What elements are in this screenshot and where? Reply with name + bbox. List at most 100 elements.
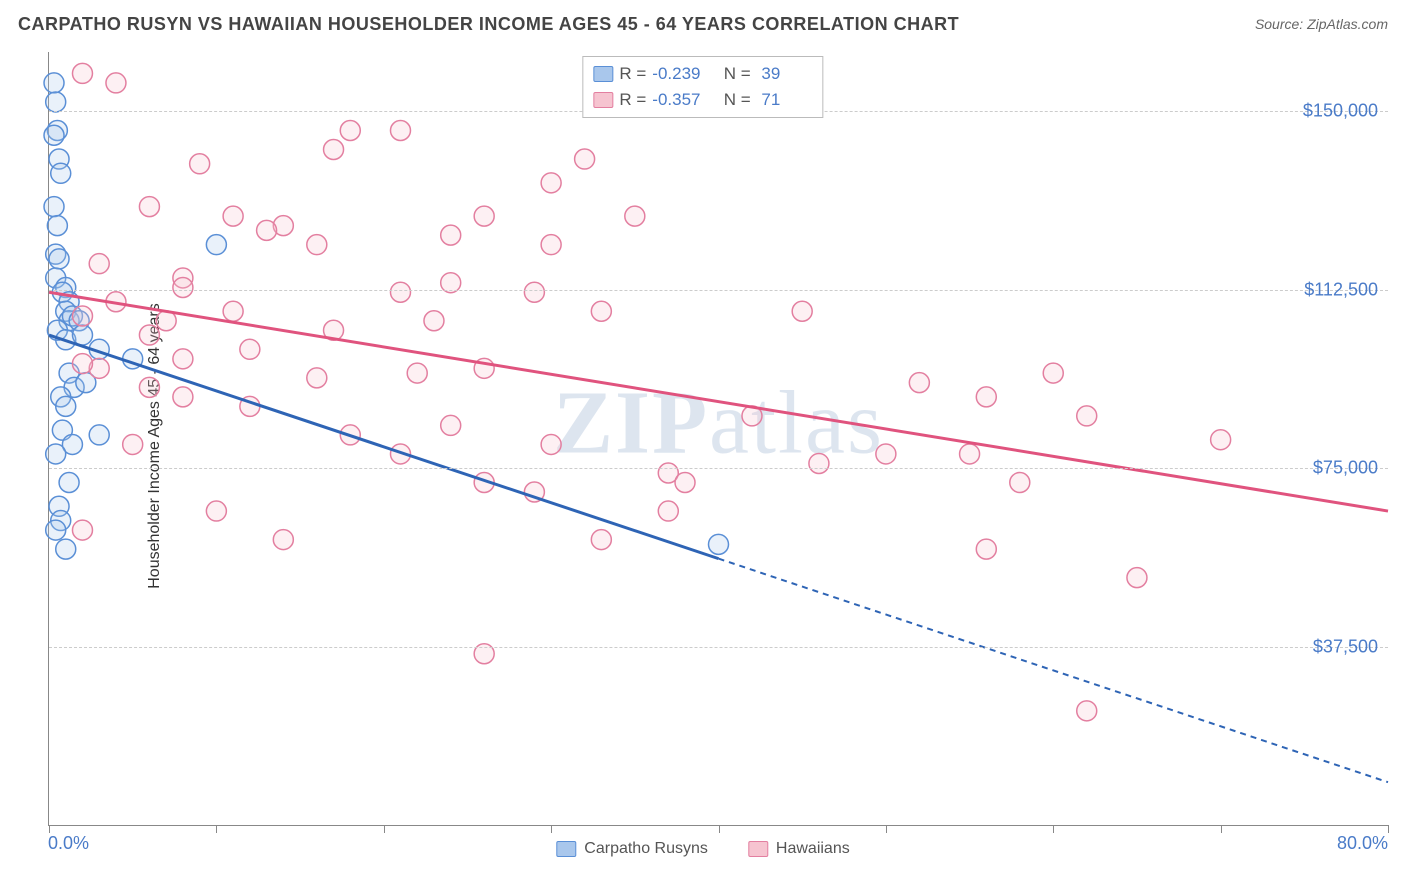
data-point — [273, 530, 293, 550]
x-tick — [1221, 825, 1222, 833]
gridline — [49, 647, 1388, 648]
data-point — [139, 377, 159, 397]
data-point — [809, 453, 829, 473]
data-point — [441, 225, 461, 245]
chart-title: CARPATHO RUSYN VS HAWAIIAN HOUSEHOLDER I… — [18, 14, 959, 35]
x-tick — [49, 825, 50, 833]
n-value: 39 — [757, 61, 813, 87]
x-axis-max-label: 80.0% — [1337, 833, 1388, 854]
stats-row: R =-0.239 N = 39 — [593, 61, 812, 87]
r-label: R = — [619, 61, 646, 87]
data-point — [675, 473, 695, 493]
data-point — [47, 216, 67, 236]
data-point — [190, 154, 210, 174]
trend-line — [49, 335, 719, 559]
x-tick — [719, 825, 720, 833]
y-tick-label: $37,500 — [1313, 636, 1378, 657]
r-value: -0.357 — [652, 87, 708, 113]
data-point — [307, 235, 327, 255]
data-point — [909, 373, 929, 393]
x-axis-min-label: 0.0% — [48, 833, 89, 854]
x-tick — [384, 825, 385, 833]
legend-label: Hawaiians — [776, 840, 850, 858]
data-point — [1010, 473, 1030, 493]
legend-swatch — [748, 841, 768, 857]
x-tick — [886, 825, 887, 833]
data-point — [46, 444, 66, 464]
data-point — [72, 354, 92, 374]
y-tick-label: $150,000 — [1303, 101, 1378, 122]
data-point — [173, 387, 193, 407]
data-point — [424, 311, 444, 331]
data-point — [390, 282, 410, 302]
data-point — [625, 206, 645, 226]
data-point — [240, 339, 260, 359]
data-point — [1077, 701, 1097, 721]
data-point — [72, 63, 92, 83]
data-point — [46, 92, 66, 112]
n-value: 71 — [757, 87, 813, 113]
data-point — [44, 73, 64, 93]
data-point — [340, 120, 360, 140]
legend-item: Carpatho Rusyns — [556, 840, 708, 858]
data-point — [72, 325, 92, 345]
data-point — [575, 149, 595, 169]
data-point — [206, 501, 226, 521]
data-point — [139, 197, 159, 217]
legend-swatch — [556, 841, 576, 857]
data-point — [44, 125, 64, 145]
data-point — [541, 434, 561, 454]
r-value: -0.239 — [652, 61, 708, 87]
source-attribution: Source: ZipAtlas.com — [1255, 16, 1388, 32]
chart-plot-area: ZIPatlas $37,500$75,000$112,500$150,000 — [48, 52, 1388, 826]
data-point — [976, 387, 996, 407]
x-tick — [1388, 825, 1389, 833]
data-point — [591, 301, 611, 321]
data-point — [89, 425, 109, 445]
data-point — [173, 349, 193, 369]
data-point — [541, 173, 561, 193]
data-point — [792, 301, 812, 321]
data-point — [49, 249, 69, 269]
data-point — [56, 396, 76, 416]
correlation-stats-box: R =-0.239 N = 39R =-0.357 N = 71 — [582, 56, 823, 118]
legend-item: Hawaiians — [748, 840, 850, 858]
data-point — [324, 140, 344, 160]
data-point — [223, 301, 243, 321]
series-swatch — [593, 66, 613, 82]
trend-line-extrapolated — [719, 559, 1389, 783]
data-point — [407, 363, 427, 383]
data-point — [51, 163, 71, 183]
data-point — [123, 434, 143, 454]
y-tick-label: $112,500 — [1304, 279, 1378, 300]
data-point — [257, 220, 277, 240]
legend: Carpatho Rusyns Hawaiians — [556, 840, 849, 858]
data-point — [1211, 430, 1231, 450]
data-point — [1077, 406, 1097, 426]
data-point — [1043, 363, 1063, 383]
stats-row: R =-0.357 N = 71 — [593, 87, 812, 113]
data-point — [72, 520, 92, 540]
n-label: N = — [714, 61, 750, 87]
x-tick — [551, 825, 552, 833]
x-tick — [216, 825, 217, 833]
data-point — [541, 235, 561, 255]
data-point — [307, 368, 327, 388]
data-point — [173, 277, 193, 297]
data-point — [876, 444, 896, 464]
data-point — [206, 235, 226, 255]
data-point — [474, 206, 494, 226]
data-point — [106, 73, 126, 93]
chart-header: CARPATHO RUSYN VS HAWAIIAN HOUSEHOLDER I… — [0, 0, 1406, 40]
gridline — [49, 290, 1388, 291]
data-point — [390, 120, 410, 140]
data-point — [89, 254, 109, 274]
data-point — [960, 444, 980, 464]
y-tick-label: $75,000 — [1313, 458, 1378, 479]
data-point — [658, 501, 678, 521]
data-point — [709, 534, 729, 554]
data-point — [1127, 568, 1147, 588]
data-point — [976, 539, 996, 559]
series-swatch — [593, 92, 613, 108]
legend-label: Carpatho Rusyns — [584, 840, 708, 858]
